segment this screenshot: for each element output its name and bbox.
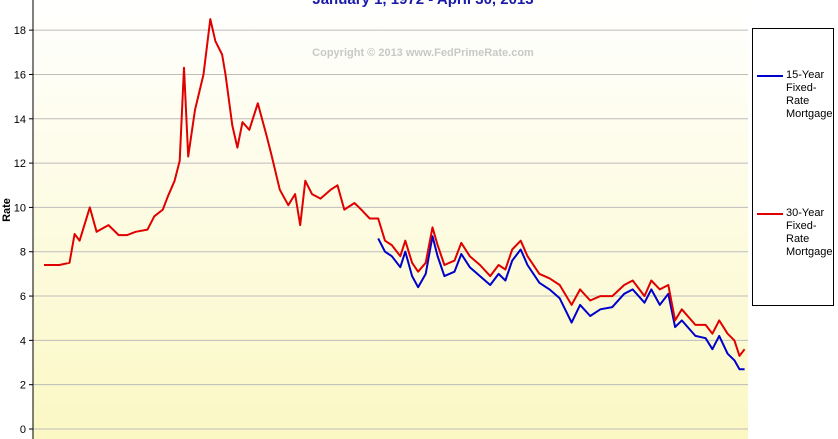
legend-label: 15-Year Fixed-Rate Mortgage: [786, 69, 833, 120]
y-tick-label: 16: [14, 69, 26, 81]
legend: 15-Year Fixed-Rate Mortgage 30-Year Fixed…: [752, 28, 834, 306]
legend-label: 30-Year Fixed-Rate Mortgage: [786, 207, 833, 258]
series-line: [377, 235, 745, 371]
y-tick-label: 10: [14, 202, 26, 214]
y-tick-label: 4: [20, 335, 26, 347]
legend-swatch: [757, 213, 783, 215]
y-tick-label: 0: [20, 424, 26, 436]
plot-background: [33, 0, 748, 439]
legend-swatch: [757, 75, 783, 77]
series-line: [44, 18, 746, 357]
y-axis-title: Rate: [1, 198, 13, 222]
y-tick-label: 6: [20, 291, 26, 303]
legend-entry: 15-Year Fixed-Rate Mortgage: [757, 69, 838, 121]
y-tick-label: 8: [20, 247, 26, 259]
y-tick-label: 18: [14, 25, 26, 37]
y-tick-label: 14: [14, 114, 26, 126]
watermark: Copyright © 2013 www.FedPrimeRate.com: [312, 47, 534, 59]
y-tick-label: 2: [20, 380, 26, 392]
chart-title: January 1, 1972 - April 30, 2013: [312, 0, 533, 8]
y-tick-label: 12: [14, 158, 26, 170]
legend-entry: 30-Year Fixed-Rate Mortgage: [757, 207, 838, 259]
